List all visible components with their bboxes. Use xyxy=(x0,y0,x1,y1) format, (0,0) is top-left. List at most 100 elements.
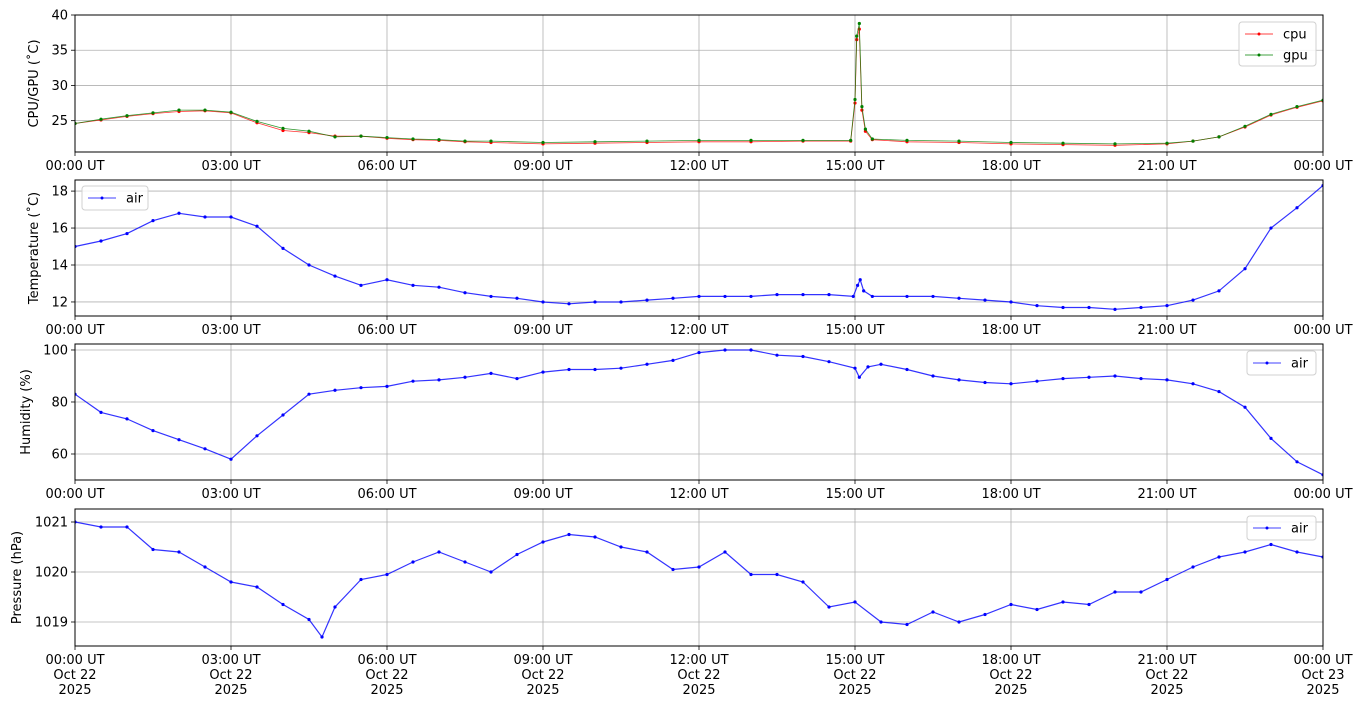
x-tick-label: 12:00 UT xyxy=(669,159,728,174)
series-gpu xyxy=(75,21,1323,146)
data-point-air xyxy=(489,570,493,574)
x-tick-label-line: 2025 xyxy=(682,683,715,698)
legend: cpu gpu xyxy=(1238,21,1317,67)
x-tick-label: 15:00 UT xyxy=(825,487,884,502)
data-point-air xyxy=(1009,602,1013,607)
x-tick-label-line: 03:00 UT xyxy=(201,653,260,668)
data-point-air xyxy=(879,362,883,366)
data-point-air xyxy=(671,296,675,300)
data-point-air xyxy=(359,577,363,582)
data-point-air xyxy=(1087,602,1091,607)
data-point-air xyxy=(931,374,935,378)
data-point-air xyxy=(853,366,857,370)
data-point-gpu xyxy=(801,138,805,142)
x-tick-label: 18:00 UT Oct 22 2025 xyxy=(981,653,1040,698)
data-point-gpu xyxy=(541,140,545,145)
data-point-air xyxy=(619,545,623,549)
data-point-air xyxy=(515,296,519,300)
data-point-air xyxy=(151,428,155,433)
x-tick-label: 21:00 UT xyxy=(1137,487,1196,502)
x-tick-label-line: Oct 22 xyxy=(677,668,720,683)
data-point-air xyxy=(463,560,467,564)
data-point-gpu xyxy=(125,114,129,118)
x-tick-label-line: 09:00 UT xyxy=(513,159,572,174)
data-point-air xyxy=(437,285,441,289)
axes-frame xyxy=(74,343,1324,481)
data-point-gpu xyxy=(1061,141,1065,145)
data-point-air xyxy=(177,550,181,554)
data-point-air xyxy=(437,550,441,554)
data-point-gpu xyxy=(1269,112,1273,116)
data-point-air xyxy=(411,283,415,287)
data-point-air xyxy=(775,572,779,577)
legend-label-gpu: gpu xyxy=(1283,49,1308,64)
data-point-air xyxy=(541,370,545,374)
data-point-air xyxy=(1113,590,1117,594)
x-tick-label: 21:00 UT xyxy=(1137,159,1196,174)
x-tick-label: 06:00 UT Oct 22 2025 xyxy=(357,653,416,698)
data-point-air xyxy=(1061,600,1065,604)
x-tick-label: 03:00 UT xyxy=(201,159,260,174)
data-point-air xyxy=(619,366,623,370)
x-tick-label-line: Oct 22 xyxy=(521,668,564,683)
axes-frame xyxy=(74,179,1324,317)
x-tick-label: 03:00 UT xyxy=(201,487,260,502)
data-point-air xyxy=(801,580,805,584)
data-point-gpu xyxy=(855,34,859,38)
data-point-gpu xyxy=(281,126,285,131)
data-point-air xyxy=(385,278,389,282)
data-point-air xyxy=(255,434,259,438)
data-point-air xyxy=(151,547,155,552)
data-point-gpu xyxy=(307,129,311,133)
data-point-air xyxy=(983,612,987,617)
y-tick-label: 1021 xyxy=(35,516,68,531)
data-point-air xyxy=(801,292,805,297)
x-tick-label-line: 2025 xyxy=(58,683,91,698)
data-point-gpu xyxy=(203,108,207,112)
legend-marker-air xyxy=(1265,526,1269,530)
x-tick-label-line: 2025 xyxy=(838,683,871,698)
y-axis-label: Humidity (%) xyxy=(19,369,34,455)
x-tick-label-line: Oct 22 xyxy=(365,668,408,683)
legend-label-air: air xyxy=(1291,357,1309,372)
data-point-air xyxy=(99,525,103,529)
data-point-air xyxy=(593,367,597,372)
data-point-air xyxy=(1217,389,1221,394)
y-tick-label: 1020 xyxy=(35,566,68,581)
data-point-air xyxy=(931,294,935,299)
data-point-gpu xyxy=(99,117,103,121)
data-point-air xyxy=(1243,550,1247,554)
data-point-air xyxy=(99,239,103,243)
data-point-air xyxy=(827,605,831,609)
legend-marker-air xyxy=(1265,361,1269,365)
data-point-air xyxy=(749,294,753,299)
axes-frame xyxy=(74,508,1324,647)
x-tick-label-line: 00:00 UT xyxy=(1293,159,1352,174)
data-point-air xyxy=(957,620,961,624)
legend: air xyxy=(1246,350,1317,376)
x-tick-label-line: 2025 xyxy=(994,683,1027,698)
x-tick-label-line: 06:00 UT xyxy=(357,653,416,668)
data-point-air xyxy=(333,605,337,609)
data-point-air xyxy=(567,302,571,306)
data-point-air xyxy=(905,294,909,299)
data-point-air xyxy=(853,600,857,604)
data-point-air xyxy=(359,386,363,390)
legend-label-air: air xyxy=(126,192,144,207)
data-point-gpu xyxy=(1191,139,1195,143)
x-tick-label: 15:00 UT Oct 22 2025 xyxy=(825,653,884,698)
x-tick-label-line: 15:00 UT xyxy=(825,487,884,502)
x-tick-label: 15:00 UT xyxy=(825,159,884,174)
data-point-air xyxy=(983,298,987,302)
data-point-air xyxy=(1139,376,1143,381)
data-point-air xyxy=(1269,542,1273,547)
plot-area xyxy=(75,520,1323,639)
data-point-air xyxy=(567,532,571,537)
data-point-air xyxy=(1035,304,1039,308)
x-tick-label-line: 09:00 UT xyxy=(513,487,572,502)
data-point-air xyxy=(856,283,860,287)
x-tick-label-line: 09:00 UT xyxy=(513,323,572,338)
legend-label-cpu: cpu xyxy=(1283,28,1307,43)
series-line-gpu xyxy=(75,23,1323,145)
